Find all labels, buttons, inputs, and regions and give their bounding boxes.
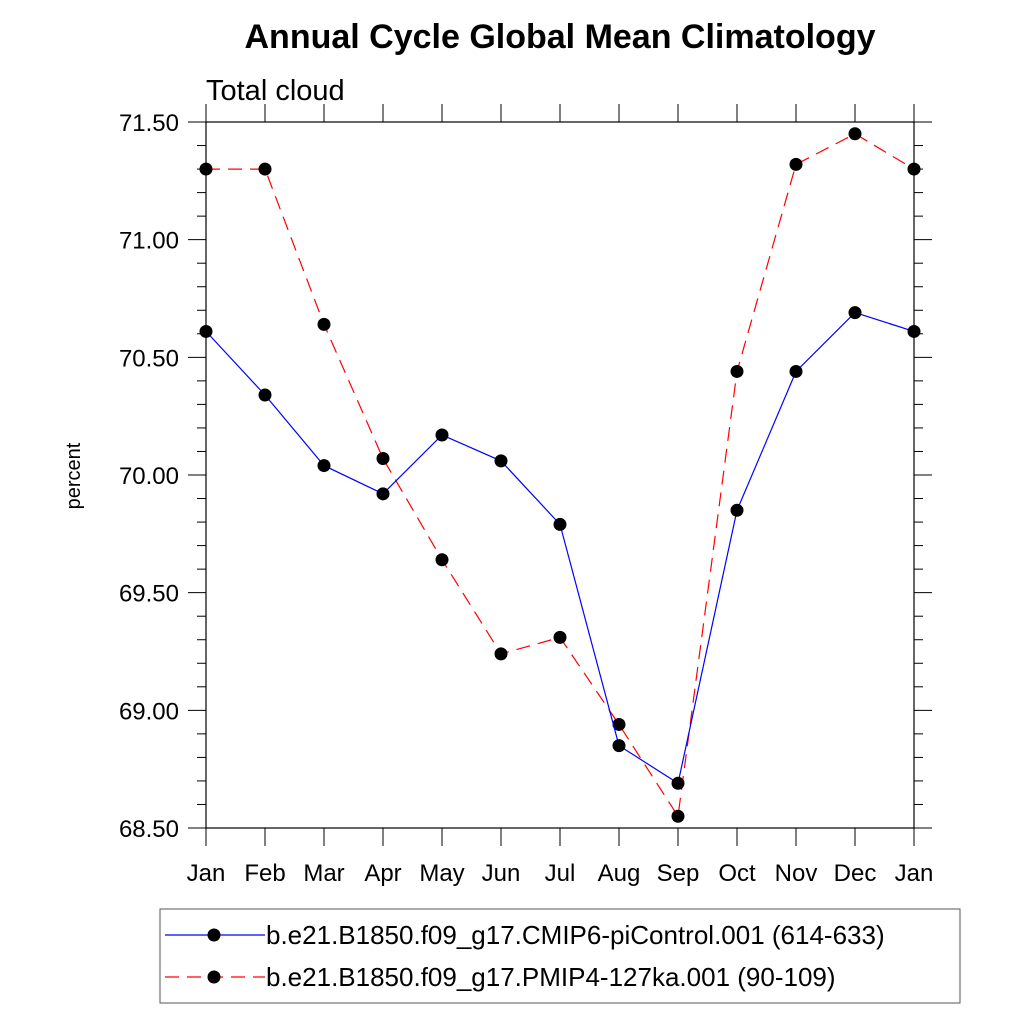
series-2 [199,127,921,823]
data-point [258,162,272,176]
data-series [199,127,921,823]
x-tick-label: Feb [244,860,285,887]
plot-frame [205,121,915,829]
legend: b.e21.B1850.f09_g17.CMIP6-piControl.001 … [159,908,961,1004]
x-tick-label: Jan [187,860,226,887]
y-tick-label: 71.50 [119,110,179,137]
legend-marker [207,928,221,942]
y-tick-label: 70.00 [119,463,179,490]
series-line [206,133,915,818]
data-point [612,717,626,731]
legend-label: b.e21.B1850.f09_g17.PMIP4-127ka.001 (90-… [266,962,836,992]
data-point [789,157,803,171]
data-point [494,647,508,661]
data-point [258,388,272,402]
series-line [205,311,915,785]
x-tick-label: Mar [303,860,344,887]
data-point [907,162,921,176]
data-point [730,503,744,517]
y-tick-label: 69.00 [119,698,179,725]
data-point [671,809,685,823]
data-point [435,553,449,567]
legend-box [159,908,961,1004]
x-tick-label: May [419,860,464,887]
data-point [376,487,390,501]
data-point [730,364,744,378]
plot-border [205,121,915,829]
data-point [553,630,567,644]
x-tick-label: Oct [718,860,756,887]
data-point [848,306,862,320]
x-tick-label: Jul [545,860,576,887]
data-point [376,452,390,466]
x-tick-label: Dec [834,860,877,887]
data-point [789,364,803,378]
x-tick-label: Jun [482,860,521,887]
legend-label: b.e21.B1850.f09_g17.CMIP6-piControl.001 … [266,920,885,950]
x-tick-label: Jan [895,860,934,887]
data-point [317,317,331,331]
x-tick-label: Aug [598,860,641,887]
y-axis-ticks: 68.50 69.00 69.50 70.00 70.50 71.00 71.50 [119,110,932,843]
x-tick-label: Nov [775,860,818,887]
data-point [612,739,626,753]
series-1 [199,306,921,790]
chart-title: Annual Cycle Global Mean Climatology [245,18,876,56]
x-tick-label: Apr [364,860,401,887]
data-point [553,517,567,531]
data-point [671,776,685,790]
x-axis-ticks: Jan Feb Mar Apr May Jun Jul Aug Sep Oct Nov Dec Jan [187,104,934,887]
data-point [494,454,508,468]
chart-subtitle: Total cloud [206,75,345,107]
data-point [317,459,331,473]
data-point [435,428,449,442]
data-point [907,324,921,338]
data-point [199,162,213,176]
y-tick-label: 68.50 [119,816,179,843]
y-tick-label: 71.00 [119,228,179,255]
data-point [199,324,213,338]
data-point [848,127,862,141]
x-tick-label: Sep [657,860,700,887]
legend-marker [207,970,221,984]
y-tick-label: 70.50 [119,345,179,372]
y-tick-label: 69.50 [119,581,179,608]
y-axis-label: percent [63,442,85,509]
